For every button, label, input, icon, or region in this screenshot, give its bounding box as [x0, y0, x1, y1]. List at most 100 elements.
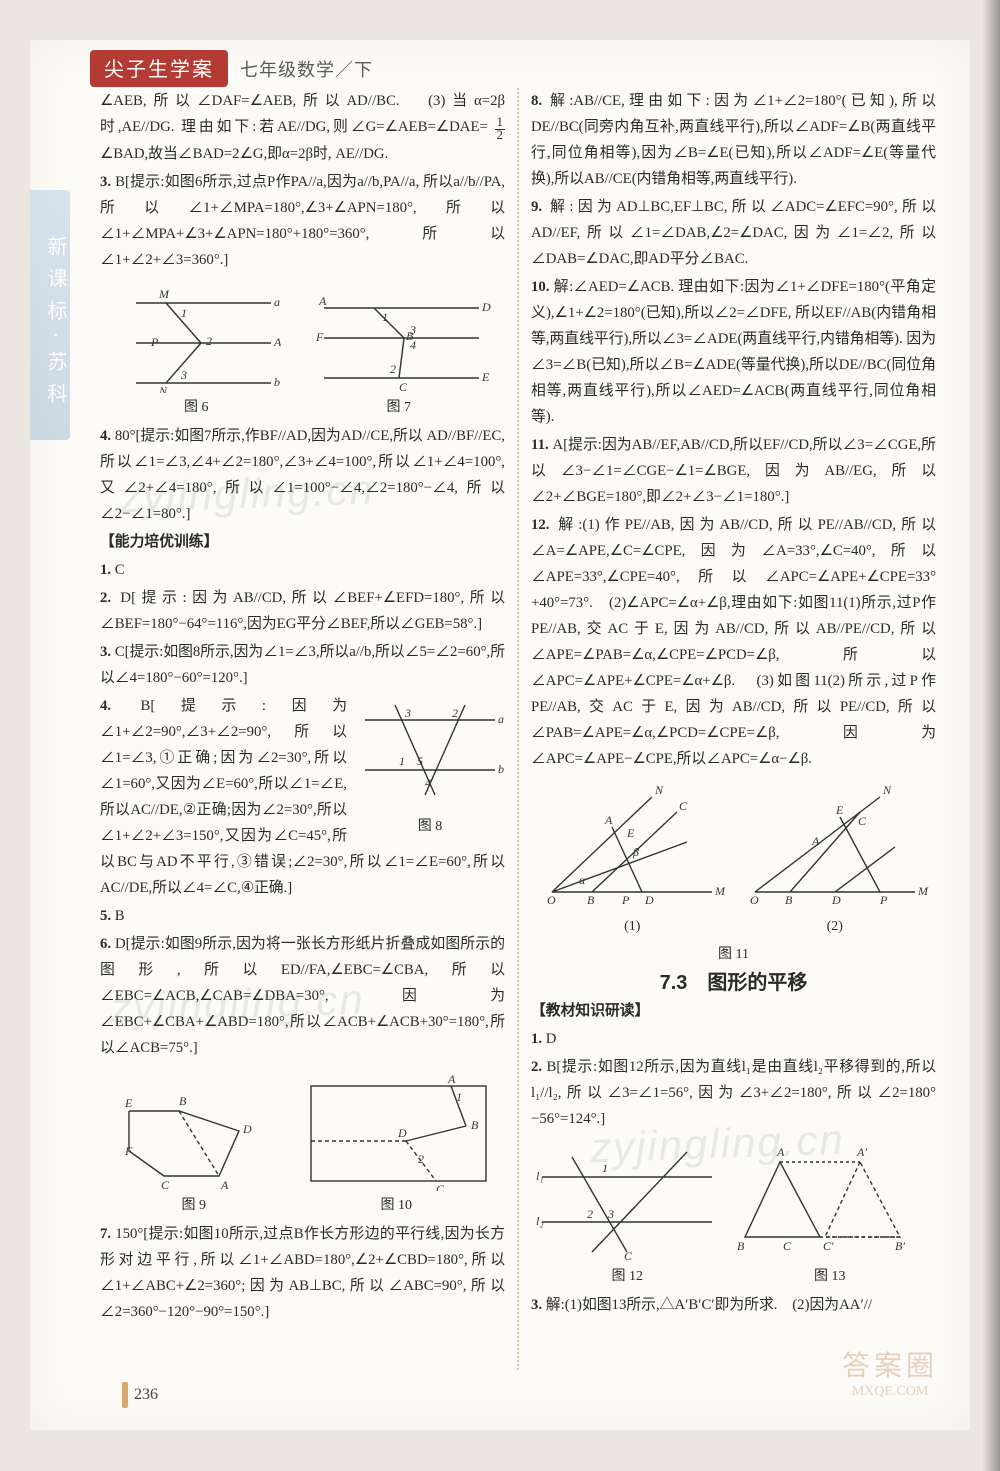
section-title: 7.3 图形的平移	[531, 970, 936, 996]
solution-item: 11. A[提示:因为AB//EF,AB//CD,所以EF//CD,所以∠3=∠…	[531, 432, 936, 510]
solution-item: 1. D	[531, 1026, 936, 1052]
footer-bar-icon	[122, 1382, 128, 1408]
item-text: 解:AB//CE,理由如下:因为∠1+∠2=180°(已知),所以DE//BC(…	[531, 93, 936, 187]
solution-item: 7. 150°[提示:如图10所示,过点B作长方形边的平行线,因为长方形对边平行…	[100, 1221, 505, 1325]
solution-item: 6. D[提示:如图9所示,因为将一张长方形纸片折叠成如图所示的图形,所以ED/…	[100, 931, 505, 1061]
item-text: B[提示:如图12所示,因为直线l₁是由直线l₂平移得到的,所以l₁//l₂,所…	[531, 1059, 936, 1127]
item-text: D[提示:因为AB//CD,所以∠BEF+∠EFD=180°,所以∠BEF=18…	[100, 590, 505, 632]
item-number: 3.	[100, 174, 115, 190]
svg-text:O: O	[750, 893, 759, 907]
item-number: 8.	[531, 93, 550, 109]
stamp-title: 答案圈	[830, 1344, 950, 1384]
item-number: 4.	[100, 698, 140, 714]
svg-text:B′: B′	[895, 1239, 905, 1253]
item-text: 解:(1)如图13所示,△A′B′C′即为所求. (2)因为AA′//	[546, 1297, 872, 1313]
item-number: 1.	[531, 1031, 546, 1047]
svg-text:1: 1	[399, 754, 405, 768]
item-text: C	[115, 562, 125, 578]
figure-11-caption: 图 11	[531, 942, 936, 968]
svg-text:D: D	[397, 1126, 407, 1140]
svg-text:A: A	[604, 813, 613, 827]
figure-9: EBD FCA	[109, 1081, 279, 1191]
item-text: B	[115, 908, 125, 924]
item-number: 3.	[100, 644, 115, 660]
svg-text:3: 3	[404, 706, 411, 720]
solution-item: 3. B[提示:如图6所示,过点P作PA//a,因为a//b,PA//a, 所以…	[100, 169, 505, 273]
svg-text:A: A	[318, 294, 327, 308]
svg-text:C: C	[783, 1239, 792, 1253]
stamp-url: MXQE.COM	[830, 1384, 950, 1400]
item-text: 150°[提示:如图10所示,过点B作长方形边的平行线,因为长方形对边平行,所以…	[100, 1226, 505, 1320]
item-text: D[提示:如图9所示,因为将一张长方形纸片折叠成如图所示的图形,所以ED//FA…	[100, 936, 505, 1056]
svg-text:N: N	[654, 783, 664, 797]
solution-item: 2. D[提示:因为AB//CD,所以∠BEF+∠EFD=180°,所以∠BEF…	[100, 585, 505, 637]
figure-11-2: OB DPM NE CA	[740, 782, 930, 912]
svg-text:a: a	[274, 295, 280, 309]
svg-text:F: F	[315, 330, 324, 344]
svg-text:A′: A′	[856, 1145, 867, 1159]
svg-text:P: P	[621, 893, 630, 907]
item-number: 4.	[100, 428, 115, 444]
figure-9-caption: 图 9	[109, 1193, 279, 1219]
item-text: 解:(1)作PE//AB,因为AB//CD,所以PE//AB//CD,所以∠A=…	[531, 517, 936, 767]
svg-text:E: E	[481, 370, 490, 384]
svg-text:P: P	[150, 335, 159, 349]
figure-11b-caption: (2)	[740, 914, 930, 940]
solution-item: 10. 解:∠AED=∠ACB. 理由如下:因为∠1+∠DFE=180°(平角定…	[531, 274, 936, 430]
item-number: 2.	[100, 590, 120, 606]
section-subtitle: 【教材知识研读】	[531, 998, 936, 1024]
series-badge: 尖子生学案	[90, 50, 228, 87]
figure-11-1: OBP DM NA EC αβ	[537, 782, 727, 912]
solution-item: 8. 解:AB//CE,理由如下:因为∠1+∠2=180°(已知),所以DE//…	[531, 88, 936, 192]
svg-text:2: 2	[418, 1152, 424, 1166]
svg-text:β: β	[632, 845, 639, 859]
item-number: 7.	[100, 1226, 115, 1242]
svg-text:C: C	[624, 1249, 633, 1262]
svg-text:D: D	[242, 1122, 252, 1136]
solution-item: 5. B	[100, 903, 505, 929]
item-number: 1.	[100, 562, 115, 578]
svg-text:1: 1	[382, 310, 388, 324]
svg-text:D: D	[481, 300, 491, 314]
svg-text:2: 2	[206, 334, 212, 348]
svg-text:D: D	[644, 893, 654, 907]
side-tab: 新课标·苏科	[30, 190, 70, 440]
item-text: 80°[提示:如图7所示,作BF//AD,因为AD//CE,所以 AD//BF/…	[100, 428, 505, 522]
item-text: A[提示:因为AB//EF,AB//CD,所以EF//CD,所以∠3=∠CGE,…	[531, 437, 936, 505]
svg-text:b: b	[274, 375, 280, 389]
svg-text:C: C	[161, 1178, 170, 1191]
item-number: 10.	[531, 279, 554, 295]
item-number: 11.	[531, 437, 552, 453]
svg-text:l₂: l₂	[536, 1214, 544, 1228]
svg-text:N: N	[882, 783, 892, 797]
svg-text:3: 3	[607, 1207, 614, 1221]
page-number: 236	[134, 1386, 158, 1404]
svg-text:E: E	[124, 1096, 133, 1110]
svg-text:B: B	[785, 893, 793, 907]
page: 新课标·苏科 尖子生学案 七年级数学／下 zyjingling.cn zyjin…	[30, 40, 970, 1430]
svg-text:F: F	[124, 1144, 133, 1158]
item-text: ∠AEB,所以∠DAF=∠AEB,所以AD//BC. (3)当α=2β时,AE/…	[100, 93, 505, 162]
svg-text:2: 2	[587, 1207, 593, 1221]
svg-text:A: A	[220, 1178, 229, 1191]
figure-12: l₁ l₂ 1 23 C	[532, 1142, 722, 1262]
figure-13-caption: 图 13	[725, 1264, 935, 1290]
item-text: B[提示:如图6所示,过点P作PA//a,因为a//b,PA//a, 所以a//…	[100, 174, 505, 268]
svg-text:A: A	[273, 335, 281, 349]
svg-text:B: B	[471, 1118, 479, 1132]
svg-text:5: 5	[417, 754, 423, 768]
svg-text:A: A	[776, 1145, 785, 1159]
solution-item: 1. C	[100, 557, 505, 583]
solution-item: 3. C[提示:如图8所示,因为∠1=∠3,所以a//b,所以∠5=∠2=60°…	[100, 639, 505, 691]
footer: 236	[122, 1382, 158, 1408]
svg-text:C: C	[858, 814, 867, 828]
figure-8-caption: 图 8	[355, 814, 505, 840]
svg-text:4: 4	[425, 776, 431, 790]
figure-10-caption: 图 10	[296, 1193, 496, 1219]
svg-text:A: A	[447, 1072, 456, 1086]
figure-8: a b 32 15 4	[355, 695, 505, 805]
svg-text:2: 2	[452, 706, 458, 720]
grade-label: 七年级数学／下	[240, 56, 373, 82]
content-columns: ∠AEB,所以∠DAF=∠AEB,所以AD//BC. (3)当α=2β时,AE/…	[100, 88, 936, 1370]
svg-text:α: α	[579, 873, 586, 887]
